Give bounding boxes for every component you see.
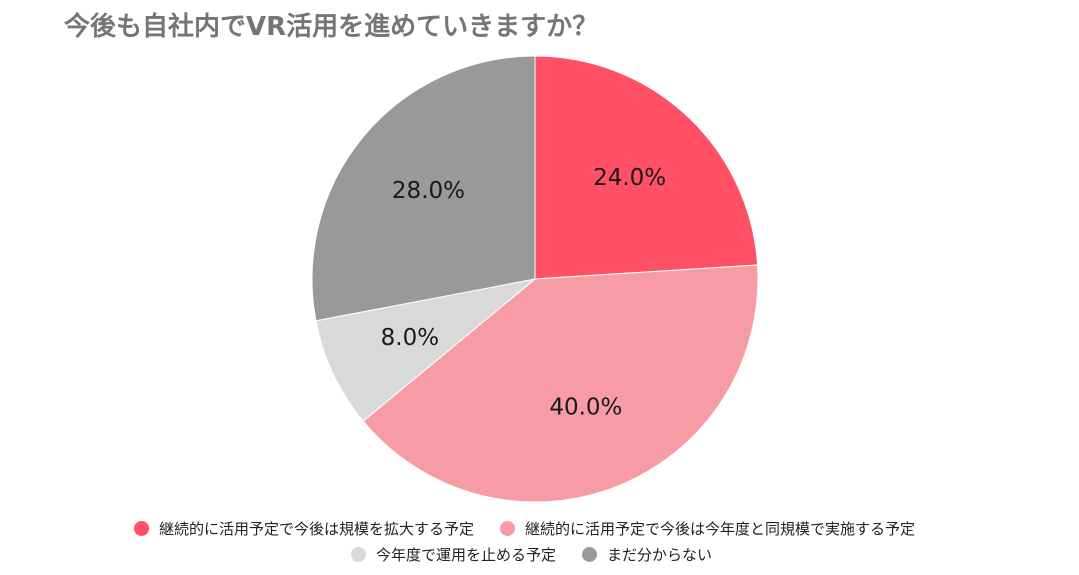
legend-item-undecided: まだ分からない xyxy=(582,544,712,565)
legend-label: まだ分からない xyxy=(607,545,713,564)
chart-title: 今後も自社内でVR活用を進めていきますか？ xyxy=(64,12,599,42)
legend-marker-icon xyxy=(500,520,515,536)
pie-slice-stop xyxy=(315,278,536,422)
pie-slice-same-scale xyxy=(362,264,759,503)
pie-slice-label: 24.0% xyxy=(593,165,666,191)
legend-label: 今年度で運用を止める予定 xyxy=(375,545,556,564)
pie-chart: 24.0% 40.0% 8.0% 28.0% xyxy=(311,55,759,503)
legend-item-stop: 今年度で運用を止める予定 xyxy=(350,544,556,565)
pie-slice-label: 8.0% xyxy=(381,325,439,351)
pie-slice-label: 40.0% xyxy=(549,395,622,421)
legend-item-expand: 継続的に活用予定で今後は規模を拡大する予定 xyxy=(133,518,474,539)
legend-label: 継続的に活用予定で今後は今年度と同規模で実施する予定 xyxy=(525,519,916,538)
legend-marker-icon xyxy=(133,520,149,536)
pie-slice-label: 28.0% xyxy=(392,178,465,204)
legend-label: 継続的に活用予定で今後は規模を拡大する予定 xyxy=(158,519,474,538)
pie-slices xyxy=(311,55,759,503)
pie-slice-labels: 24.0% 40.0% 8.0% 28.0% xyxy=(381,165,667,420)
pie-slice-undecided xyxy=(311,55,536,322)
legend: 継続的に活用予定で今後は規模を拡大する予定 継続的に活用予定で今後は今年度と同規… xyxy=(0,515,1079,567)
legend-item-same-scale: 継続的に活用予定で今後は今年度と同規模で実施する予定 xyxy=(500,518,915,539)
legend-marker-icon xyxy=(350,546,366,562)
legend-row: 今年度で運用を止める予定 まだ分からない xyxy=(0,541,1079,567)
legend-marker-icon xyxy=(582,546,597,562)
legend-row: 継続的に活用予定で今後は規模を拡大する予定 継続的に活用予定で今後は今年度と同規… xyxy=(0,515,1079,541)
pie-slice-expand xyxy=(534,55,759,280)
